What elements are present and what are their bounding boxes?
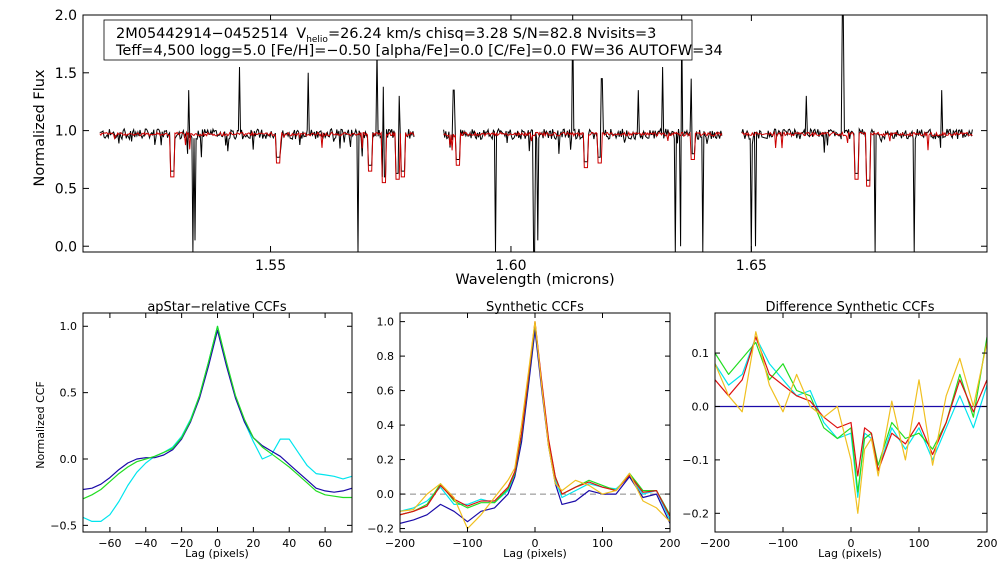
- apstar_ccf-xtick-label: −20: [170, 537, 193, 550]
- spectrum-model-line: [741, 130, 973, 187]
- difference_ccf-ytick-label: −0.1: [682, 454, 709, 467]
- vhelio-subscript: helio: [306, 35, 328, 45]
- spectrum-observed-line: [741, 15, 973, 252]
- difference-ccf-title: Difference Synthetic CCFs: [765, 300, 934, 315]
- synthetic_ccf-xtick-label: 200: [660, 537, 681, 550]
- synthetic_ccf-ytick-label: −0.2: [367, 523, 394, 536]
- spectrum-ytick-label: 0.5: [55, 181, 77, 197]
- spectrum-frame: [82, 14, 988, 253]
- apstar_ccf-xtick-label: −40: [134, 537, 157, 550]
- apstar_ccf-ytick-label: 1.0: [60, 320, 78, 333]
- difference_ccf-ytick-label: 0.0: [692, 400, 710, 413]
- spectrum-ytick-label: 0.0: [55, 239, 77, 255]
- spectrum-model-line: [443, 130, 723, 169]
- synthetic_ccf-xtick-label: −200: [385, 537, 415, 550]
- synthetic_ccf-frame: [399, 312, 671, 533]
- spectrum-model-line: [99, 130, 415, 184]
- difference_ccf-xtick-label: 200: [977, 537, 998, 550]
- synthetic_ccf-ytick-label: 0.8: [377, 350, 395, 363]
- synthetic_ccf-xtick-label: 0: [532, 537, 539, 550]
- apstar_ccf-ytick-label: −0.5: [50, 519, 77, 532]
- difference_ccf-xtick-label: 0: [848, 537, 855, 550]
- difference_ccf-ytick-label: −0.2: [682, 507, 709, 520]
- difference_ccf-ytick-label: 0.1: [692, 347, 710, 360]
- synthetic-ccf-xlabel: Lag (pixels): [503, 547, 567, 560]
- synthetic_ccf-series-cyan: [400, 324, 670, 521]
- info-line-2: Teff=4,500 logg=5.0 [Fe/H]=−0.50 [alpha/…: [115, 43, 723, 59]
- info-box-frame: [103, 19, 693, 61]
- vhelio-label: V: [296, 26, 306, 42]
- spectrum-xtick-label: 1.65: [736, 258, 767, 274]
- difference_ccf-xtick-label: −200: [700, 537, 730, 550]
- synthetic-ccf-title: Synthetic CCFs: [486, 300, 584, 315]
- apstar_ccf-series-cyan: [83, 325, 352, 522]
- synthetic_ccf-xtick-label: 100: [592, 537, 613, 550]
- synthetic_ccf-series-blue: [400, 329, 670, 524]
- info-line-1-values: =26.24 km/s chisq=3.28 S/N=82.8 Nvisits=…: [328, 26, 656, 42]
- synthetic_ccf-xtick-label: −100: [452, 537, 482, 550]
- synthetic_ccf-ytick-label: 0.2: [377, 454, 395, 467]
- apstar_ccf-ytick-label: 0.5: [60, 387, 78, 400]
- spectrum-xtick-label: 1.60: [495, 258, 526, 274]
- info-box: 2M05442914−0452514 Vhelio=26.24 km/s chis…: [103, 19, 723, 61]
- spectrum-ytick-label: 1.0: [55, 124, 77, 140]
- synthetic_ccf-ytick-label: 0.0: [377, 488, 395, 501]
- apstar_ccf-xtick-label: 40: [282, 537, 296, 550]
- difference-ccf-xlabel: Lag (pixels): [818, 547, 882, 560]
- apstar_ccf-series-blue: [83, 329, 352, 493]
- difference_ccf-series-cyan: [715, 336, 987, 498]
- apstar_ccf-xtick-label: 20: [246, 537, 260, 550]
- apstar-ccf-title: apStar−relative CCFs: [147, 300, 287, 315]
- synthetic_ccf-ytick-label: 0.4: [377, 419, 395, 432]
- synthetic_ccf-ytick-label: 0.6: [377, 385, 395, 398]
- spectrum-ytick-label: 1.5: [55, 66, 77, 82]
- synthetic_ccf-series-orange: [400, 321, 670, 530]
- apstar_ccf-series-green: [83, 325, 352, 500]
- info-line-1: 2M05442914−0452514 Vhelio=26.24 km/s chis…: [116, 26, 656, 45]
- apstar-ccf-ylabel: Normalized CCF: [34, 381, 47, 469]
- difference_ccf-xtick-label: −100: [768, 537, 798, 550]
- spectrum-observed-line: [99, 49, 415, 252]
- spectrum-ytick-label: 2.0: [55, 8, 77, 24]
- apstar_ccf-frame: [82, 312, 353, 533]
- spectrum-ylabel: Normalized Flux: [32, 69, 48, 186]
- star-id: 2M05442914−0452514: [116, 26, 288, 42]
- apstar-ccf-xlabel: Lag (pixels): [185, 547, 249, 560]
- apstar_ccf-ytick-label: 0.0: [60, 453, 78, 466]
- data-layer: [83, 15, 987, 530]
- difference_ccf-xtick-label: 100: [909, 537, 930, 550]
- apstar_ccf-xtick-label: 60: [318, 537, 332, 550]
- spectrum-xlabel: Wavelength (microns): [455, 272, 614, 288]
- synthetic_ccf-ytick-label: 1.0: [377, 316, 395, 329]
- difference_ccf-series-green: [715, 336, 987, 493]
- apstar_ccf-xtick-label: −60: [98, 537, 121, 550]
- difference_ccf-series-orange: [715, 331, 987, 514]
- spectrum-xtick-label: 1.55: [255, 258, 286, 274]
- apstar_ccf-xtick-label: 0: [214, 537, 221, 550]
- axes-layer: 1.55 1.60 1.650.00.51.01.52.0−60 −40 −20 0 20 4…: [50, 8, 997, 550]
